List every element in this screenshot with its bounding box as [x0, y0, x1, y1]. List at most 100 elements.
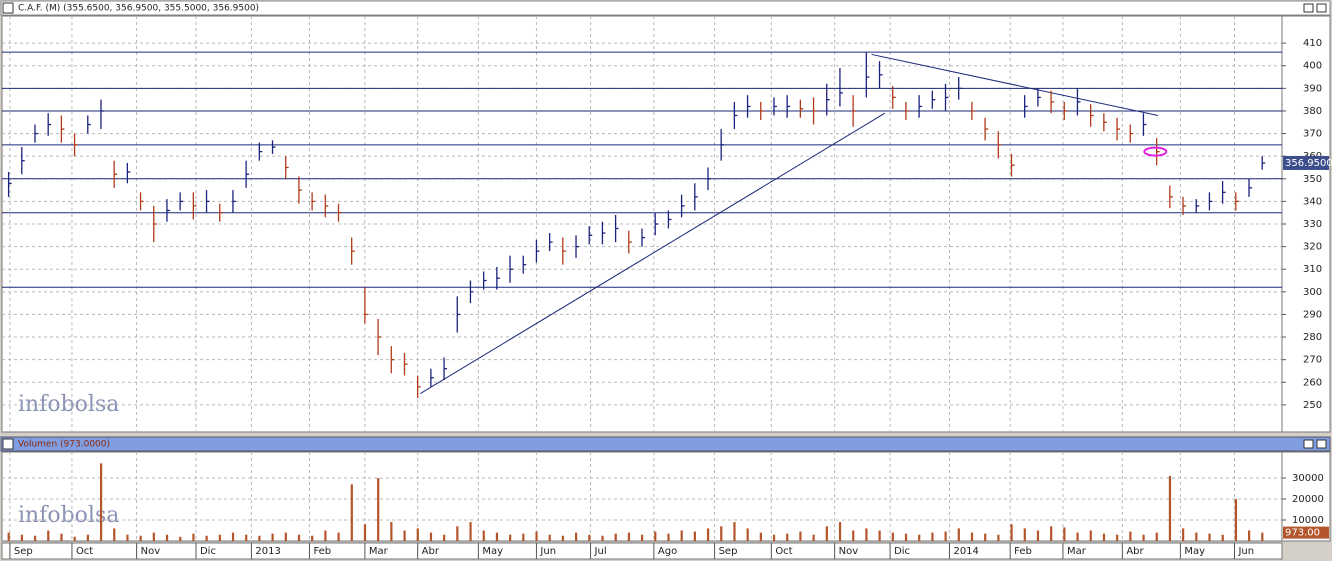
volume-bar: [113, 528, 116, 541]
volume-bar: [931, 532, 934, 541]
volume-bar: [970, 532, 974, 541]
volume-bar: [47, 530, 50, 541]
last-volume-box: [1283, 526, 1329, 539]
x-tick-label: 2014: [953, 546, 978, 557]
volume-bar: [759, 532, 762, 541]
x-axis: [1, 542, 1283, 560]
volume-bar: [535, 531, 538, 541]
volume-bar: [363, 524, 367, 541]
volume-bar: [350, 484, 353, 541]
volume-bar: [614, 533, 617, 541]
close-button[interactable]: [1316, 3, 1327, 13]
x-tick-label: Feb: [313, 546, 331, 557]
price-plot: [1, 15, 1283, 433]
volume-bar: [60, 533, 63, 541]
y-tick-label: 250: [1303, 400, 1322, 411]
marker: [1143, 146, 1168, 157]
volume-bar: [799, 531, 802, 541]
x-tick-label: Mar: [369, 546, 389, 557]
x-tick-label: Abr: [422, 546, 440, 557]
trend-line: [420, 112, 886, 394]
volume-bar: [1182, 528, 1185, 541]
x-tick-label: Jul: [594, 546, 607, 557]
volume-bar: [469, 522, 472, 541]
volume-bar: [825, 526, 828, 541]
volume-bar: [271, 533, 274, 541]
volume-bar: [297, 534, 301, 541]
y-tick-label: 290: [1303, 309, 1322, 320]
y-tick-label: 280: [1303, 332, 1322, 343]
volume-bar: [852, 530, 855, 541]
volume-bar: [311, 535, 314, 541]
minimize-button[interactable]: [1303, 3, 1314, 13]
header-icon: [2, 438, 14, 450]
close-button[interactable]: [1316, 439, 1327, 449]
last-price-label: 356.9500: [1285, 158, 1332, 169]
volume-bar: [1208, 533, 1211, 541]
volume-bar: [429, 532, 433, 541]
volume-bar: [1261, 532, 1264, 541]
volume-bar: [1221, 534, 1224, 541]
y-tick-label: 340: [1303, 196, 1322, 207]
volume-bar: [416, 528, 419, 541]
volume-bar: [997, 534, 1000, 541]
volume-bar: [693, 531, 696, 541]
volume-bar: [1248, 530, 1251, 541]
x-tick-label: Oct: [775, 546, 792, 557]
minimize-button[interactable]: [1303, 439, 1314, 449]
volume-bar: [33, 535, 37, 541]
y-tick-label: 350: [1303, 174, 1322, 185]
volume-bar: [390, 522, 393, 541]
trend-line: [871, 53, 1159, 116]
volume-title: Volumen (973.0000): [18, 440, 110, 450]
volume-bar: [1234, 499, 1238, 541]
x-tick-label: Jun: [1237, 546, 1254, 557]
y-tick-label: 320: [1303, 242, 1322, 253]
volume-bar: [878, 530, 881, 541]
x-tick-label: Oct: [76, 546, 93, 557]
volume-bar: [904, 533, 908, 541]
volume-bar: [812, 534, 815, 541]
volume-bar: [522, 533, 525, 541]
x-tick-label: Abr: [1126, 546, 1144, 557]
x-tick-label: Sep: [14, 546, 33, 557]
x-tick-label: 2013: [255, 546, 280, 557]
y-tick-label: 390: [1303, 83, 1322, 94]
volume-bar: [1142, 534, 1145, 541]
volume-bar: [891, 532, 894, 541]
volume-bar: [1155, 532, 1158, 541]
x-tick-label: Ago: [658, 546, 677, 557]
volume-bar: [588, 534, 591, 541]
y-tick-label: 370: [1303, 129, 1322, 140]
x-tick-label: Nov: [141, 546, 161, 557]
volume-bar: [1129, 531, 1132, 541]
volume-bar: [1023, 528, 1026, 541]
volume-bar: [838, 522, 842, 541]
volume-axis: [1281, 451, 1331, 542]
volume-bar: [1010, 524, 1013, 541]
volume-bar: [680, 530, 683, 541]
volume-bar: [377, 478, 380, 541]
volume-bar: [641, 534, 644, 541]
x-tick-label: May: [482, 546, 503, 557]
volume-bar: [1089, 530, 1092, 541]
volume-bar: [1168, 475, 1172, 541]
y-tick-label: 20000: [1292, 494, 1324, 505]
y-tick-label: 270: [1303, 355, 1322, 366]
price-title: C.A.F. (M) (355.6500, 356.9500, 355.5000…: [18, 4, 259, 14]
volume-bar: [654, 531, 657, 541]
y-tick-label: 10000: [1292, 515, 1324, 526]
volume-bar: [179, 536, 182, 541]
volume-bar: [456, 526, 459, 541]
volume-bar: [1116, 534, 1119, 541]
volume-bar: [20, 534, 23, 541]
volume-bar: [482, 530, 485, 541]
volume-bar: [772, 534, 776, 541]
x-tick-label: Mar: [1067, 546, 1087, 557]
volume-bar: [944, 531, 947, 541]
volume-bar: [284, 532, 287, 541]
volume-bar: [324, 530, 327, 541]
watermark: infobolsa: [18, 503, 119, 528]
volume-bar: [720, 526, 723, 541]
